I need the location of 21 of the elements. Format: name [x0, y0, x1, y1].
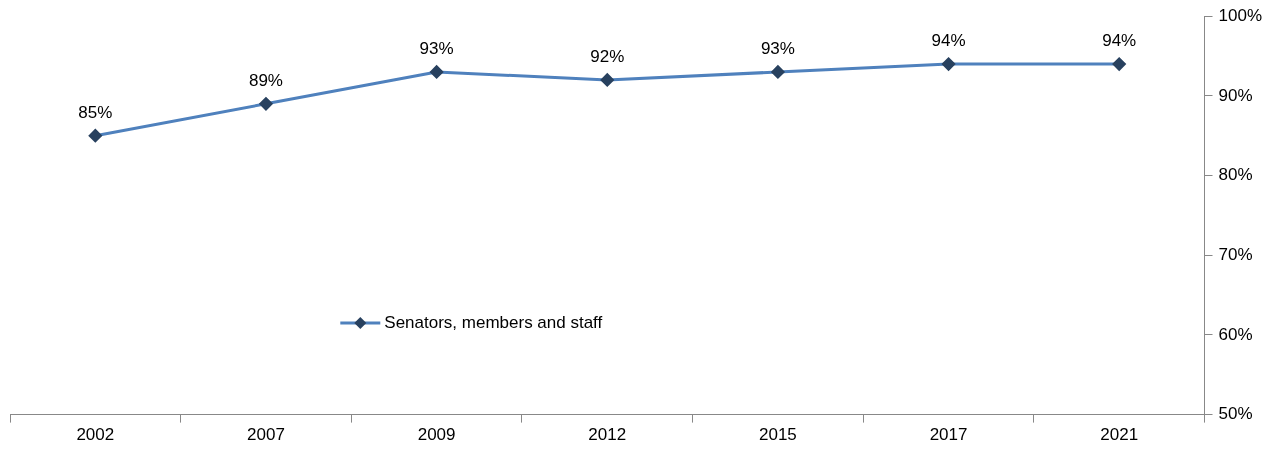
- y-tick-label: 60%: [1218, 324, 1253, 344]
- x-tick-label: 2021: [1100, 425, 1139, 445]
- data-label: 89%: [248, 71, 283, 91]
- y-tick-label: 100%: [1218, 5, 1262, 25]
- y-tick-label: 90%: [1218, 85, 1253, 105]
- x-tick-label: 2009: [417, 425, 456, 445]
- data-label: 92%: [590, 47, 625, 67]
- x-tick-label: 2017: [929, 425, 968, 445]
- x-tick-label: 2002: [76, 425, 115, 445]
- x-tick-label: 2012: [588, 425, 627, 445]
- data-label: 93%: [419, 39, 454, 59]
- data-label: 93%: [760, 39, 795, 59]
- y-tick-label: 80%: [1218, 165, 1253, 185]
- y-tick-label: 50%: [1218, 404, 1253, 424]
- legend-label: Senators, members and staff: [384, 312, 603, 332]
- x-tick-label: 2007: [247, 425, 285, 445]
- data-label: 85%: [78, 102, 113, 122]
- data-label: 94%: [1102, 31, 1137, 51]
- data-label: 94%: [931, 31, 966, 51]
- x-tick-label: 2015: [758, 425, 797, 445]
- y-tick-label: 70%: [1218, 244, 1253, 264]
